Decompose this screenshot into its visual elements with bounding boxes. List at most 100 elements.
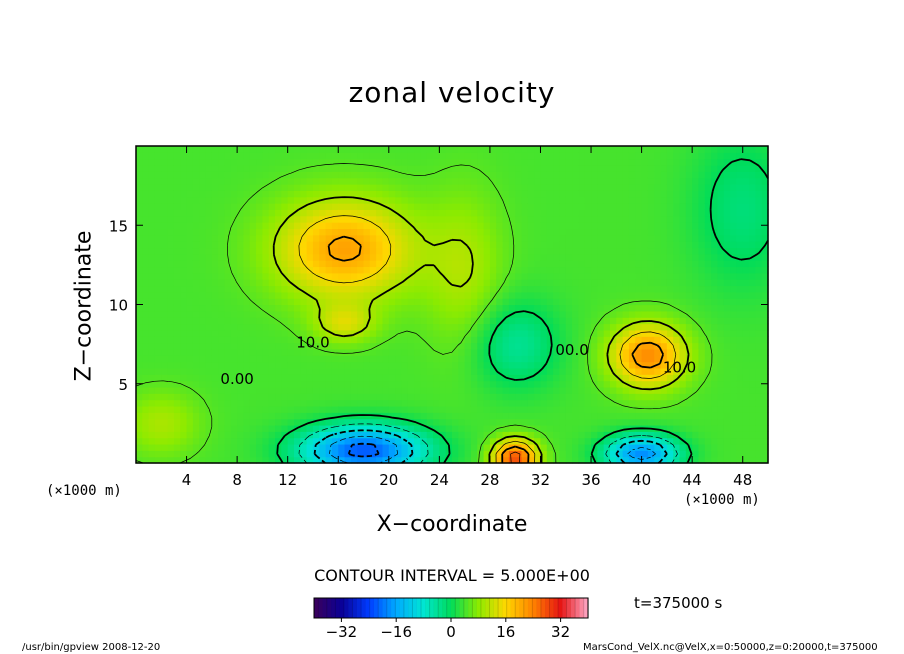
- heatmap-cell: [211, 152, 219, 160]
- heatmap-cell: [610, 171, 617, 179]
- heatmap-cell: [730, 203, 737, 210]
- heatmap-cell: [338, 367, 346, 375]
- heatmap-cell: [452, 418, 459, 426]
- heatmap-cell: [489, 234, 497, 242]
- heatmap-cell: [243, 399, 251, 407]
- heatmap-cell: [704, 374, 712, 382]
- heatmap-cell: [154, 348, 162, 356]
- heatmap-cell: [376, 247, 384, 255]
- heatmap-cell: [306, 158, 314, 166]
- heatmap-cell: [319, 418, 327, 426]
- heatmap-cell: [306, 443, 314, 451]
- heatmap-cell: [527, 431, 535, 439]
- heatmap-cell: [749, 450, 756, 458]
- heatmap-cell: [679, 304, 687, 312]
- heatmap-cell: [559, 342, 567, 350]
- heatmap-cell: [572, 272, 579, 280]
- heatmap-cell: [673, 196, 681, 204]
- heatmap-cell: [610, 412, 617, 420]
- heatmap-cell: [452, 393, 459, 401]
- heatmap-cell: [452, 367, 459, 375]
- heatmap-cell: [464, 304, 472, 312]
- heatmap-cell: [199, 209, 207, 217]
- heatmap-cell: [433, 190, 440, 198]
- heatmap-cell: [483, 209, 491, 217]
- heatmap-cell: [148, 260, 156, 268]
- heatmap-cell: [173, 291, 181, 299]
- heatmap-cell: [603, 291, 611, 299]
- heatmap-cell: [199, 456, 207, 464]
- heatmap-cell: [180, 437, 188, 445]
- heatmap-cell: [369, 298, 377, 306]
- heatmap-cell: [464, 165, 472, 172]
- heatmap-cell: [237, 190, 245, 198]
- heatmap-cell: [325, 386, 333, 394]
- heatmap-cell: [312, 399, 320, 407]
- heatmap-cell: [452, 266, 459, 274]
- heatmap-cell: [230, 405, 238, 413]
- heatmap-cell: [230, 285, 238, 293]
- heatmap-cell: [401, 209, 409, 217]
- heatmap-cell: [711, 304, 719, 312]
- heatmap-cell: [723, 418, 731, 426]
- heatmap-cell: [167, 443, 175, 451]
- heatmap-cell: [173, 323, 181, 331]
- heatmap-cell: [376, 386, 384, 394]
- heatmap-cell: [647, 234, 655, 242]
- heatmap-cell: [477, 348, 485, 356]
- heatmap-cell: [540, 234, 548, 242]
- heatmap-cell: [736, 342, 744, 350]
- heatmap-cell: [730, 424, 737, 432]
- heatmap-cell: [546, 418, 554, 426]
- heatmap-cell: [698, 424, 706, 432]
- heatmap-cell: [407, 304, 415, 312]
- heatmap-cell: [654, 171, 662, 179]
- heatmap-cell: [173, 190, 181, 198]
- heatmap-cell: [407, 418, 415, 426]
- heatmap-cell: [458, 209, 466, 217]
- heatmap-cell: [572, 291, 579, 299]
- heatmap-cell: [294, 234, 301, 242]
- heatmap-cell: [508, 317, 516, 325]
- heatmap-cell: [546, 234, 554, 242]
- heatmap-cell: [704, 418, 712, 426]
- heatmap-cell: [704, 171, 712, 179]
- heatmap-cell: [565, 431, 573, 439]
- heatmap-cell: [673, 203, 681, 210]
- heatmap-cell: [325, 336, 333, 344]
- heatmap-cell: [736, 323, 744, 331]
- heatmap-cell: [350, 405, 358, 413]
- heatmap-cell: [306, 393, 314, 401]
- heatmap-cell: [527, 177, 535, 185]
- heatmap-cell: [173, 165, 181, 172]
- heatmap-cell: [584, 367, 592, 375]
- heatmap-cell: [749, 298, 756, 306]
- heatmap-cell: [603, 253, 611, 261]
- heatmap-cell: [452, 203, 459, 210]
- heatmap-cell: [154, 190, 162, 198]
- heatmap-cell: [306, 450, 314, 458]
- heatmap-cell: [224, 247, 232, 255]
- heatmap-cell: [186, 317, 194, 325]
- heatmap-cell: [426, 367, 434, 375]
- heatmap-cell: [243, 424, 251, 432]
- heatmap-cell: [363, 437, 371, 445]
- heatmap-cell: [186, 310, 194, 318]
- heatmap-cell: [331, 272, 339, 280]
- heatmap-cell: [388, 393, 396, 401]
- heatmap-cell: [275, 222, 282, 230]
- heatmap-cell: [218, 253, 226, 261]
- heatmap-cell: [262, 228, 270, 236]
- heatmap-cell: [540, 393, 548, 401]
- heatmap-cell: [363, 399, 371, 407]
- heatmap-cell: [553, 386, 561, 394]
- heatmap-cell: [666, 374, 674, 382]
- heatmap-cell: [622, 367, 630, 375]
- heatmap-cell: [496, 298, 504, 306]
- heatmap-cell: [464, 323, 472, 331]
- heatmap-cell: [483, 450, 491, 458]
- heatmap-cell: [458, 241, 466, 249]
- heatmap-cell: [363, 336, 371, 344]
- heatmap-cell: [275, 177, 282, 185]
- heatmap-cell: [136, 329, 143, 337]
